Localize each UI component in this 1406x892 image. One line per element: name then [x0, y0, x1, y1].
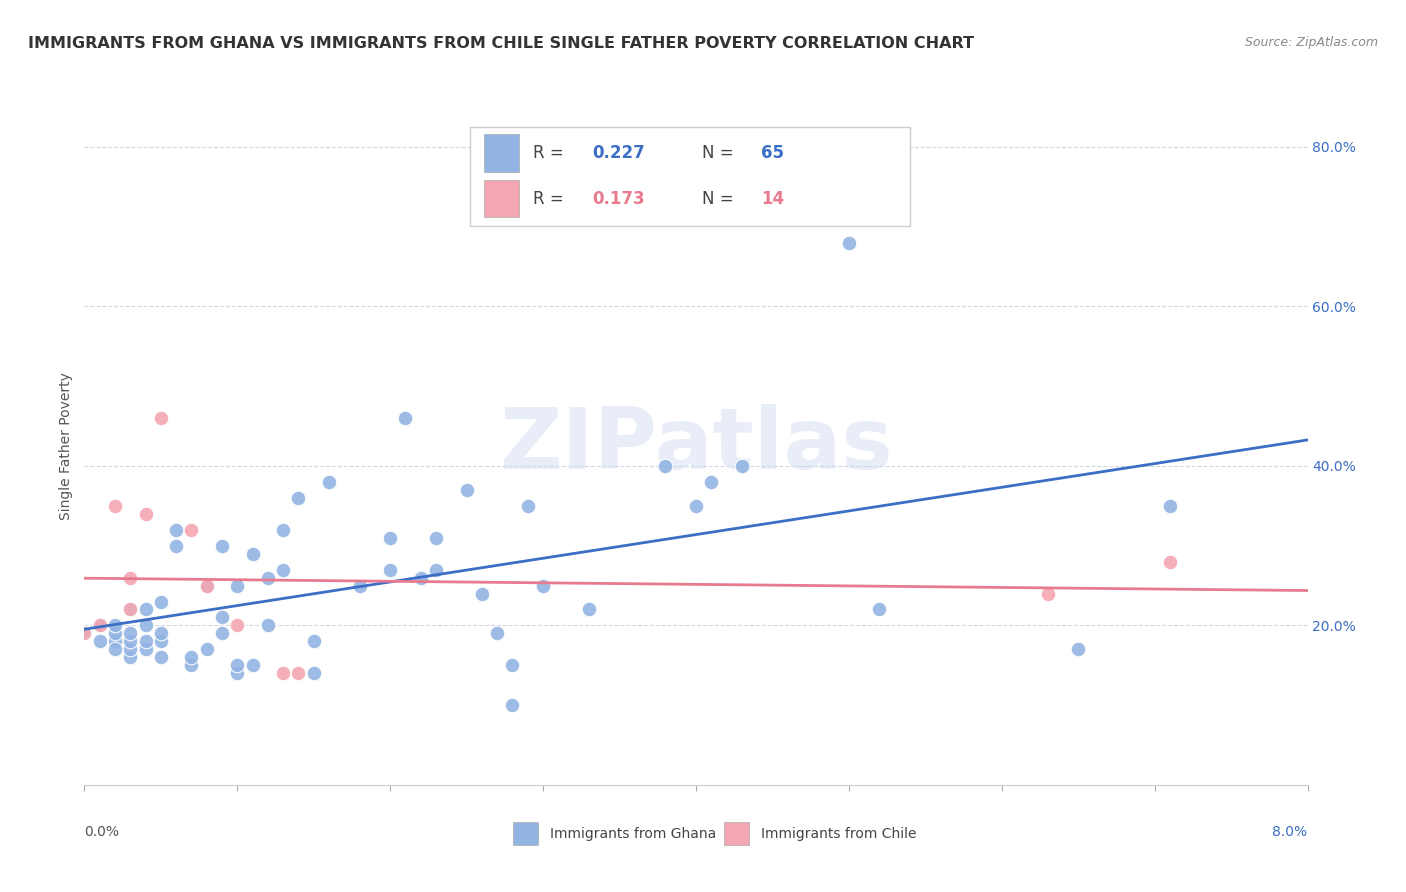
Point — [195, 578, 218, 592]
Point — [104, 634, 127, 648]
Text: IMMIGRANTS FROM GHANA VS IMMIGRANTS FROM CHILE SINGLE FATHER POVERTY CORRELATION: IMMIGRANTS FROM GHANA VS IMMIGRANTS FROM… — [28, 36, 974, 51]
Point — [104, 618, 127, 632]
Point — [120, 571, 142, 585]
Point — [89, 618, 111, 632]
Text: 0.0%: 0.0% — [84, 825, 120, 839]
Text: Immigrants from Ghana: Immigrants from Ghana — [550, 827, 716, 840]
Point — [242, 658, 264, 673]
Point — [104, 626, 127, 640]
Point — [287, 491, 309, 505]
Point — [165, 523, 187, 537]
Point — [120, 642, 142, 657]
Point — [73, 626, 96, 640]
Point — [135, 634, 157, 648]
Point — [425, 531, 447, 545]
Point — [149, 411, 172, 425]
Point — [531, 578, 554, 592]
Point — [104, 499, 127, 513]
Point — [89, 634, 111, 648]
Text: 14: 14 — [761, 190, 785, 208]
Point — [120, 602, 142, 616]
Point — [1067, 642, 1090, 657]
Point — [516, 499, 538, 513]
Text: 0.173: 0.173 — [592, 190, 644, 208]
Y-axis label: Single Father Poverty: Single Father Poverty — [59, 372, 73, 520]
Point — [700, 475, 723, 489]
Point — [318, 475, 340, 489]
Point — [195, 578, 218, 592]
Text: 65: 65 — [761, 145, 783, 162]
Point — [73, 626, 96, 640]
Point — [456, 483, 478, 497]
Point — [226, 578, 249, 592]
Point — [120, 650, 142, 665]
Text: R =: R = — [533, 145, 569, 162]
Point — [211, 539, 233, 553]
Point — [578, 602, 600, 616]
Point — [502, 698, 524, 713]
Point — [149, 650, 172, 665]
Point — [302, 666, 325, 681]
Point — [149, 594, 172, 608]
Point — [226, 618, 249, 632]
Point — [1036, 586, 1059, 600]
Text: Immigrants from Chile: Immigrants from Chile — [761, 827, 917, 840]
Text: R =: R = — [533, 190, 569, 208]
Point — [120, 634, 142, 648]
Point — [349, 578, 371, 592]
Point — [654, 458, 676, 473]
Point — [271, 563, 294, 577]
Point — [869, 602, 891, 616]
Point — [471, 586, 494, 600]
Point — [120, 602, 142, 616]
Point — [502, 658, 524, 673]
Point — [195, 642, 218, 657]
Point — [257, 571, 280, 585]
Point — [135, 618, 157, 632]
Point — [425, 563, 447, 577]
Text: N =: N = — [702, 145, 740, 162]
Point — [380, 531, 402, 545]
Text: 0.227: 0.227 — [592, 145, 645, 162]
Point — [302, 634, 325, 648]
Point — [1159, 555, 1181, 569]
Point — [149, 634, 172, 648]
Point — [180, 523, 202, 537]
Point — [180, 658, 202, 673]
Point — [1159, 499, 1181, 513]
Point — [287, 666, 309, 681]
Text: N =: N = — [702, 190, 740, 208]
Point — [149, 626, 172, 640]
Point — [409, 571, 432, 585]
Point — [120, 626, 142, 640]
Point — [135, 507, 157, 521]
Point — [180, 650, 202, 665]
FancyBboxPatch shape — [484, 135, 519, 172]
Text: ZIPatlas: ZIPatlas — [499, 404, 893, 488]
Text: Source: ZipAtlas.com: Source: ZipAtlas.com — [1244, 36, 1378, 49]
Point — [211, 610, 233, 624]
Point — [731, 458, 754, 473]
Point — [226, 658, 249, 673]
Point — [135, 642, 157, 657]
Point — [271, 666, 294, 681]
Point — [838, 235, 860, 250]
Point — [257, 618, 280, 632]
Point — [486, 626, 509, 640]
Point — [685, 499, 707, 513]
Point — [89, 618, 111, 632]
Point — [104, 642, 127, 657]
FancyBboxPatch shape — [484, 180, 519, 218]
FancyBboxPatch shape — [470, 128, 910, 226]
Point — [271, 523, 294, 537]
Point — [165, 539, 187, 553]
Point — [226, 666, 249, 681]
Point — [211, 626, 233, 640]
Point — [394, 411, 416, 425]
Point — [242, 547, 264, 561]
Point — [380, 563, 402, 577]
Point — [135, 602, 157, 616]
Text: 8.0%: 8.0% — [1272, 825, 1308, 839]
